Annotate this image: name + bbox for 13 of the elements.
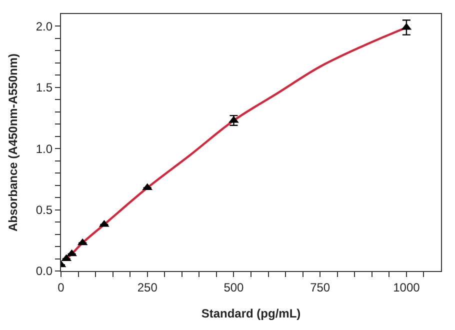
x-tick-label: 750	[310, 280, 330, 294]
x-tick-label: 500	[224, 280, 244, 294]
x-axis-title: Standard (pg/mL)	[201, 306, 301, 320]
x-tick-label: 1000	[393, 280, 420, 294]
y-tick-label: 0.0	[36, 264, 53, 278]
y-tick-label: 1.5	[36, 80, 53, 95]
x-tick-label: 250	[137, 280, 158, 294]
x-tick-label: 0	[58, 280, 65, 294]
y-tick-label: 0.5	[36, 203, 53, 218]
y-tick-label: 1.0	[36, 142, 53, 156]
y-tick-label: 2.0	[36, 19, 53, 34]
y-axis-title: Absorbance (A450nm-A550nm)	[6, 53, 20, 232]
point	[66, 249, 77, 256]
